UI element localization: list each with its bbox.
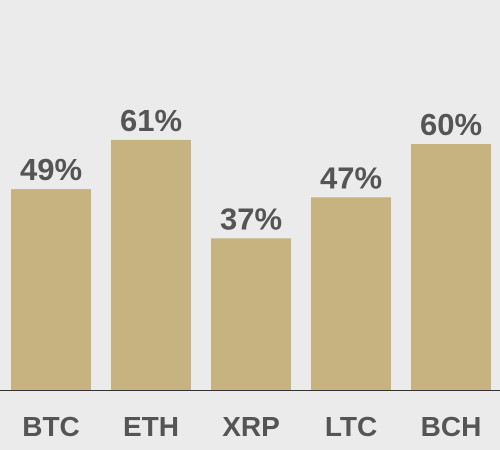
bar-xrp [211, 238, 291, 390]
value-label-ltc: 47% [320, 160, 382, 195]
bar-btc [11, 189, 91, 390]
category-label-ltc: LTC [325, 411, 377, 442]
value-label-eth: 61% [120, 103, 182, 138]
category-label-bch: BCH [421, 411, 482, 442]
bars-group [11, 139, 491, 390]
category-label-eth: ETH [123, 411, 179, 442]
value-label-xrp: 37% [220, 201, 282, 236]
bar-bch [411, 144, 491, 390]
bar-ltc [311, 197, 391, 390]
category-label-xrp: XRP [222, 411, 280, 442]
category-label-btc: BTC [22, 411, 80, 442]
bar-eth [111, 139, 191, 390]
value-labels-group: 49% 61% 37% 47% 60% [20, 103, 482, 236]
value-label-bch: 60% [420, 107, 482, 142]
category-labels-group: BTC ETH XRP LTC BCH [22, 411, 481, 442]
value-label-btc: 49% [20, 152, 82, 187]
